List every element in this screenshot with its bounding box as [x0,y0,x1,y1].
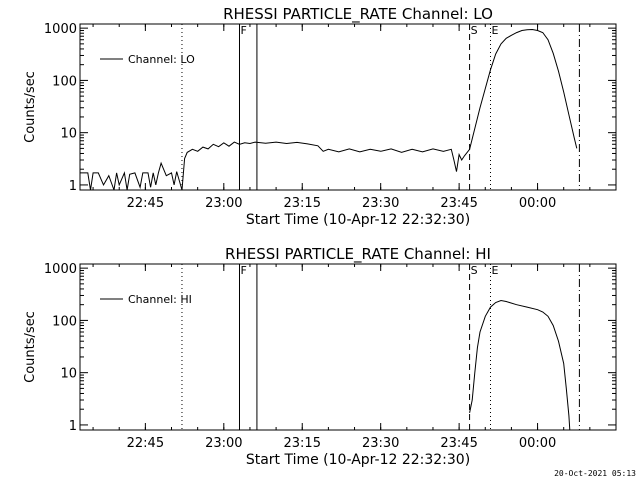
series-line [80,28,578,191]
x-tick-label: 23:30 [362,196,399,211]
y-tick-label: 1 [69,419,77,434]
y-tick-label: 10 [60,367,77,382]
legend-label: Channel: HI [128,293,192,306]
event-marker-label: F [240,264,246,277]
y-tick-label: 10 [60,127,77,142]
series-line [469,299,571,431]
chart-title: RHESSI PARTICLE_RATE Channel: HI [225,245,491,264]
event-marker-label: F [240,24,246,37]
x-tick-label: 23:15 [284,196,321,211]
chart-title: RHESSI PARTICLE_RATE Channel: LO [223,5,493,24]
x-tick-label: 22:45 [127,436,164,451]
x-tick-label: 23:30 [362,436,399,451]
plot-frame [79,263,617,431]
timestamp-footer: 20-Oct-2021 05:13 [554,469,636,478]
x-tick-label: 23:45 [440,436,477,451]
legend-label: Channel: LO [128,53,195,66]
y-tick-label: 1000 [44,262,77,277]
x-tick-label: 23:00 [205,436,242,451]
x-tick-label: 00:00 [519,436,556,451]
y-axis-label: Counts/sec [23,71,38,143]
x-axis-label: Start Time (10-Apr-12 22:32:30) [246,212,470,228]
y-tick-label: 1 [69,179,77,194]
event-marker-label: S [471,264,478,277]
x-tick-label: 23:45 [440,196,477,211]
event-marker-label: S [471,24,478,37]
x-axis-label: Start Time (10-Apr-12 22:32:30) [246,452,470,468]
x-tick-label: 00:00 [519,196,556,211]
y-tick-label: 1000 [44,22,77,37]
x-tick-label: 22:45 [127,196,164,211]
event-marker-label: E [491,24,498,37]
y-tick-label: 100 [52,314,77,329]
x-tick-label: 23:00 [205,196,242,211]
plot-frame [79,23,617,191]
x-tick-label: 23:15 [284,436,321,451]
event-marker-label: E [491,264,498,277]
y-axis-label: Counts/sec [23,311,38,383]
y-tick-label: 100 [52,74,77,89]
